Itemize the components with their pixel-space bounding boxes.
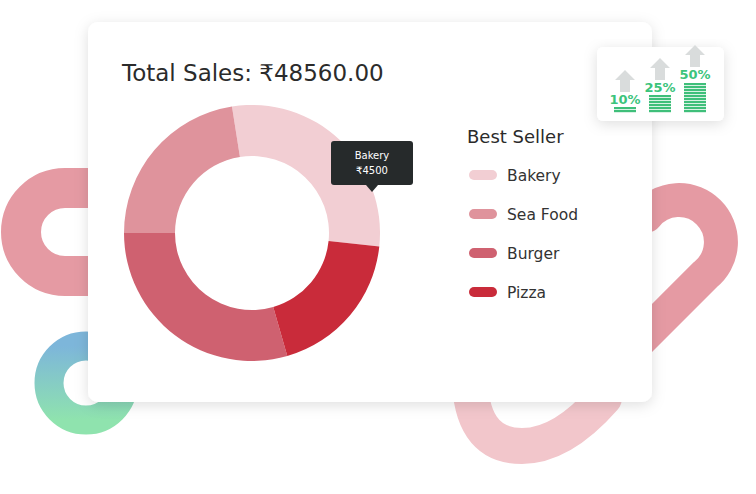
growth-coin	[684, 95, 706, 97]
growth-coin	[684, 92, 706, 94]
growth-arrow	[615, 70, 635, 92]
legend-item: Pizza	[469, 284, 546, 302]
growth-arrow	[650, 58, 670, 80]
slice[interactable]	[124, 107, 240, 233]
growth-coin	[684, 86, 706, 88]
legend-item: Sea Food	[469, 206, 578, 224]
tooltip-category: Bakery	[355, 150, 390, 161]
tooltip-box	[331, 141, 413, 185]
growth-badge: 50%	[679, 45, 710, 112]
slice[interactable]	[124, 233, 287, 361]
growth-label: 25%	[644, 80, 675, 95]
growth-coin	[649, 95, 671, 97]
growth-coin	[614, 110, 636, 112]
growth-coin	[649, 110, 671, 112]
slice[interactable]	[273, 241, 379, 356]
growth-label: 50%	[679, 67, 710, 82]
card	[88, 22, 652, 402]
growth-coin	[684, 89, 706, 91]
legend-item: Bakery	[469, 167, 561, 185]
legend-swatch	[469, 287, 497, 297]
growth-coin	[684, 83, 706, 85]
growth-coin	[649, 104, 671, 106]
legend-label: Burger	[507, 245, 560, 263]
legend-title: Best Seller	[467, 126, 564, 147]
growth-coin	[684, 107, 706, 109]
legend-item: Burger	[469, 245, 560, 263]
growth-card	[597, 47, 724, 121]
growth-arrow	[685, 45, 705, 67]
legend-label: Pizza	[507, 284, 546, 302]
growth-coin	[649, 98, 671, 100]
growth-coin	[614, 107, 636, 109]
legend-swatch	[469, 248, 497, 258]
growth-coin	[684, 110, 706, 112]
legend-label: Sea Food	[507, 206, 578, 224]
growth-coin	[649, 107, 671, 109]
growth-badge: 25%	[644, 58, 675, 112]
legend-swatch	[469, 209, 497, 219]
growth-coin	[684, 104, 706, 106]
growth-coin	[649, 101, 671, 103]
tooltip: Bakery ₹4500	[331, 141, 413, 192]
legend-label: Bakery	[507, 167, 561, 185]
growth-coin	[684, 98, 706, 100]
tooltip-pointer	[366, 185, 378, 192]
chart-title: Total Sales: ₹48560.00	[121, 60, 384, 86]
tooltip-value: ₹4500	[356, 165, 388, 176]
growth-badge: 10%	[609, 70, 640, 112]
page: Total Sales: ₹48560.00 Bakery ₹4500 Best Se…	[0, 0, 756, 494]
legend: Best Seller Bakery Sea Food Burger Pizza	[467, 126, 578, 302]
growth-coin	[684, 101, 706, 103]
legend-swatch	[469, 170, 497, 180]
growth-label: 10%	[609, 92, 640, 107]
